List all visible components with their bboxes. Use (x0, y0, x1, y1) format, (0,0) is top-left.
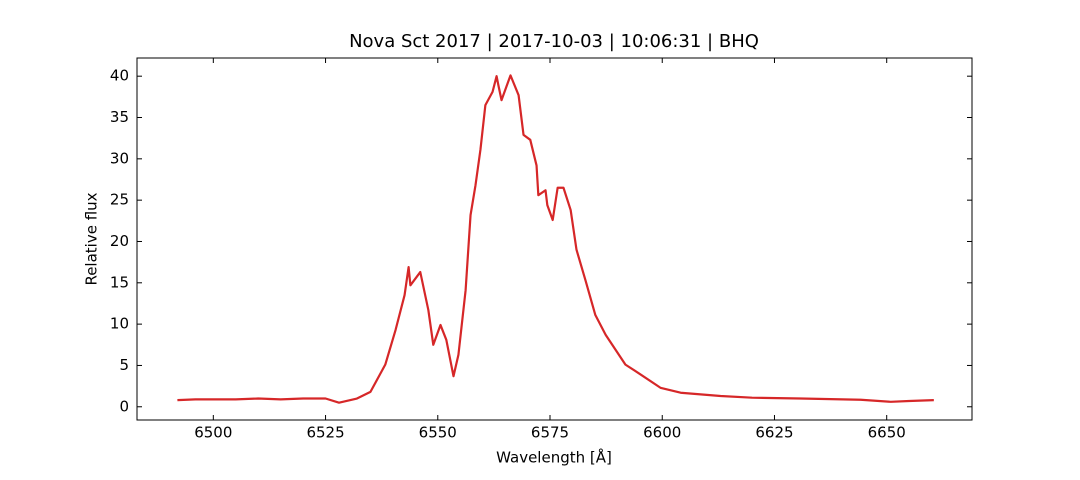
y-axis-label: Relative flux (83, 192, 101, 285)
y-tick-label: 25 (110, 191, 129, 209)
plot-frame (136, 57, 973, 421)
x-tick-label: 6525 (306, 424, 344, 442)
x-tick-label: 6575 (531, 424, 569, 442)
x-tick-label: 6650 (868, 424, 906, 442)
y-tick-label: 35 (110, 108, 129, 126)
x-tick-label: 6600 (643, 424, 681, 442)
x-axis-label: Wavelength [Å] (496, 448, 612, 467)
chart-title: Nova Sct 2017 | 2017-10-03 | 10:06:31 | … (349, 31, 759, 52)
y-tick-label: 10 (110, 315, 129, 333)
spectrum-line (177, 74, 934, 404)
y-tick-label: 5 (119, 356, 129, 374)
y-tick-label: 0 (119, 397, 129, 415)
x-tick-label: 6625 (755, 424, 793, 442)
x-tick-label: 6500 (194, 424, 232, 442)
y-tick-label: 20 (110, 232, 129, 250)
y-tick-label: 30 (110, 149, 129, 167)
x-tick-label: 6550 (419, 424, 457, 442)
y-tick-label: 15 (110, 273, 129, 291)
y-tick-label: 40 (110, 67, 129, 85)
